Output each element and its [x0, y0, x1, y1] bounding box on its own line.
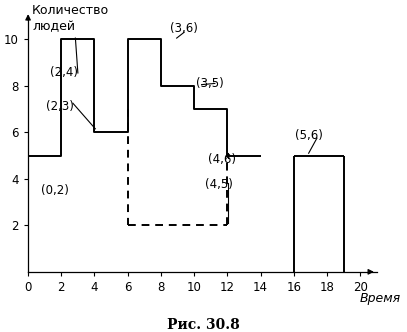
- Text: Рис. 30.8: Рис. 30.8: [167, 318, 240, 332]
- Text: (0,2): (0,2): [42, 184, 69, 197]
- Text: (2,4): (2,4): [50, 66, 79, 79]
- Text: Количество: Количество: [32, 4, 109, 17]
- Text: (4,5): (4,5): [205, 178, 233, 191]
- Text: (4,6): (4,6): [208, 152, 236, 166]
- Text: (2,3): (2,3): [46, 100, 74, 113]
- Text: Время: Время: [360, 291, 401, 304]
- Text: (5,6): (5,6): [295, 129, 322, 142]
- Text: людей: людей: [32, 21, 75, 34]
- Text: (3,5): (3,5): [196, 77, 223, 90]
- Text: (3,6): (3,6): [170, 22, 198, 35]
